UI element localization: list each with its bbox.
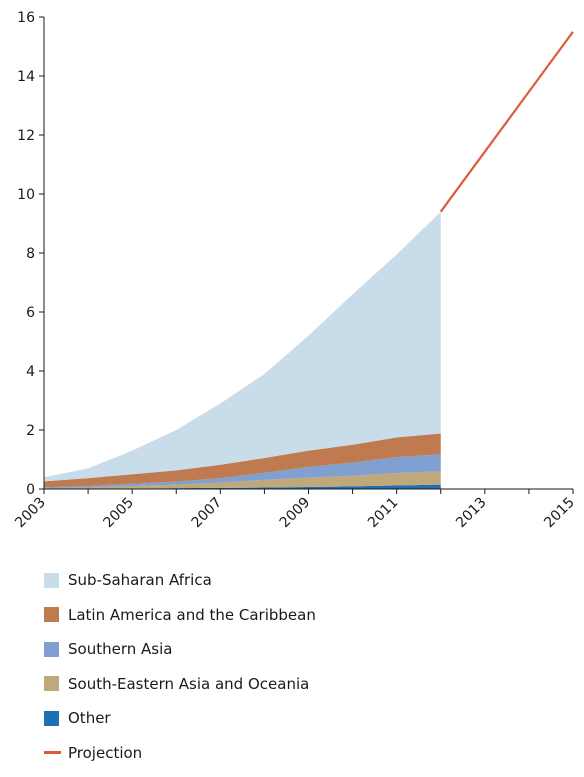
y-tick-label: 8	[26, 246, 35, 262]
projection-line	[439, 31, 574, 213]
legend-swatch	[44, 676, 59, 691]
legend-label: Southern Asia	[68, 640, 173, 658]
x-tick-label: 2015	[541, 495, 578, 532]
legend-label: Projection	[68, 743, 143, 762]
legend-swatch	[44, 572, 59, 588]
y-tick-label: 10	[17, 187, 35, 203]
x-tick-label: 2011	[365, 495, 402, 532]
legend-label: South-Eastern Asia and Oceania	[68, 674, 310, 693]
area-latin-america-and-the-caribbean	[44, 433, 441, 488]
y-tick-label: 2	[26, 423, 35, 439]
legend-item-sub-saharan-africa: Sub-Saharan Africa	[44, 570, 316, 590]
x-tick-label: 2013	[453, 495, 490, 532]
legend-swatch	[44, 641, 59, 657]
legend-item-projection: Projection	[44, 743, 316, 763]
chart-plot: 0 2 4 6 8 10 12 14 16 2003 2005 2007 2009 2011 2013 201…	[12, 10, 578, 532]
series-areas	[44, 211, 441, 489]
area-sub-saharan-africa	[44, 211, 441, 482]
legend-label: Latin America and the Caribbean	[68, 605, 316, 624]
area-other	[44, 484, 441, 489]
y-tick-label: 6	[26, 305, 35, 321]
legend-item-south-eastern-asia-oceania: South-Eastern Asia and Oceania	[44, 674, 316, 694]
x-tick-label: 2007	[189, 495, 226, 532]
projection-layer	[439, 31, 574, 213]
x-tick-label: 2003	[12, 495, 49, 532]
legend-item-latin-america: Latin America and the Caribbean	[44, 605, 316, 625]
y-tick-label: 16	[17, 10, 35, 26]
y-tick-label: 12	[17, 128, 35, 144]
x-tick-label: 2009	[277, 495, 314, 532]
area-south-eastern-asia-and-oceania	[44, 471, 441, 489]
legend-item-other: Other	[44, 708, 316, 728]
legend-line	[44, 751, 61, 754]
y-tick-label: 0	[26, 482, 35, 498]
area-southern-asia	[44, 454, 441, 489]
legend-label: Sub-Saharan Africa	[68, 571, 212, 589]
x-tick-label: 2005	[100, 495, 137, 532]
legend-swatch	[44, 607, 59, 622]
legend-item-southern-asia: Southern Asia	[44, 639, 316, 659]
legend-label: Other	[68, 709, 111, 727]
legend-swatch	[44, 710, 59, 726]
legend: Sub-Saharan Africa Latin America and the…	[44, 570, 316, 777]
y-tick-label: 4	[26, 364, 35, 380]
y-tick-label: 14	[17, 69, 35, 85]
